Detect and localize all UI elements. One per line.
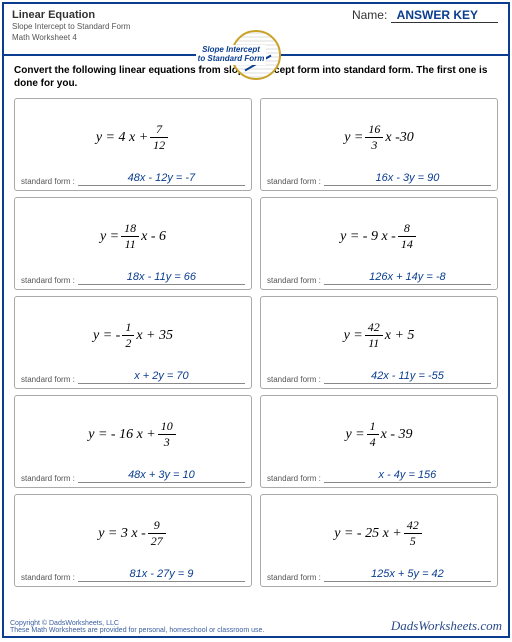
answer-line: standard form :42x - 11y = -55 <box>267 370 491 384</box>
problem-cell: y = 163 x -30standard form :16x - 3y = 9… <box>260 98 498 191</box>
answer-value: 48x - 12y = -7 <box>78 172 245 186</box>
answer-value: 48x + 3y = 10 <box>78 469 245 483</box>
equation: y = 163 x -30 <box>267 103 491 172</box>
equation: y = - 9 x - 814 <box>267 202 491 271</box>
name-label: Name: <box>352 8 387 22</box>
worksheet-page: Linear Equation Slope Intercept to Stand… <box>2 2 510 638</box>
answer-line: standard form :x + 2y = 70 <box>21 370 245 384</box>
answer-value: x - 4y = 156 <box>324 469 491 483</box>
equation: y = - 12 x + 35 <box>21 301 245 370</box>
answer-value: 16x - 3y = 90 <box>324 172 491 186</box>
equation: y = 4 x + 712 <box>21 103 245 172</box>
answer-label: standard form : <box>267 474 321 483</box>
answer-label: standard form : <box>21 375 75 384</box>
header: Linear Equation Slope Intercept to Stand… <box>4 4 508 52</box>
equation: y = - 25 x + 425 <box>267 499 491 568</box>
answer-value: 125x + 5y = 42 <box>324 568 491 582</box>
copyright: Copyright © DadsWorksheets, LLC <box>10 620 264 627</box>
badge-text: Slope Intercept to Standard Form <box>196 45 266 65</box>
answer-value: 126x + 14y = -8 <box>324 271 491 285</box>
answer-label: standard form : <box>21 474 75 483</box>
problem-grid: y = 4 x + 712standard form :48x - 12y = … <box>4 94 508 591</box>
equation: y = 14 x - 39 <box>267 400 491 469</box>
answer-line: standard form :18x - 11y = 66 <box>21 271 245 285</box>
answer-value: 81x - 27y = 9 <box>78 568 245 582</box>
problem-cell: y = 4211 x + 5standard form :42x - 11y =… <box>260 296 498 389</box>
problem-cell: y = - 12 x + 35standard form :x + 2y = 7… <box>14 296 252 389</box>
answer-line: standard form :48x + 3y = 10 <box>21 469 245 483</box>
footer-note: These Math Worksheets are provided for p… <box>10 627 264 634</box>
equation: y = 4211 x + 5 <box>267 301 491 370</box>
answer-line: standard form :125x + 5y = 42 <box>267 568 491 582</box>
answer-label: standard form : <box>267 573 321 582</box>
answer-line: standard form :48x - 12y = -7 <box>21 172 245 186</box>
problem-cell: y = 14 x - 39standard form :x - 4y = 156 <box>260 395 498 488</box>
name-field: Name: ANSWER KEY <box>352 8 498 22</box>
answer-label: standard form : <box>267 276 321 285</box>
problem-cell: y = 1811 x - 6standard form :18x - 11y =… <box>14 197 252 290</box>
name-value: ANSWER KEY <box>391 8 498 23</box>
answer-line: standard form :126x + 14y = -8 <box>267 271 491 285</box>
topic-badge: Slope Intercept to Standard Form <box>231 30 281 85</box>
answer-label: standard form : <box>21 177 75 186</box>
answer-value: 42x - 11y = -55 <box>324 370 491 384</box>
problem-cell: y = 4 x + 712standard form :48x - 12y = … <box>14 98 252 191</box>
answer-label: standard form : <box>21 573 75 582</box>
answer-label: standard form : <box>21 276 75 285</box>
equation: y = 1811 x - 6 <box>21 202 245 271</box>
equation: y = - 16 x + 103 <box>21 400 245 469</box>
answer-line: standard form :81x - 27y = 9 <box>21 568 245 582</box>
footer-left: Copyright © DadsWorksheets, LLC These Ma… <box>10 620 264 634</box>
answer-value: 18x - 11y = 66 <box>78 271 245 285</box>
equation: y = 3 x - 927 <box>21 499 245 568</box>
answer-line: standard form :16x - 3y = 90 <box>267 172 491 186</box>
footer-brand: DadsWorksheets.com <box>391 618 502 634</box>
answer-line: standard form :x - 4y = 156 <box>267 469 491 483</box>
problem-cell: y = - 25 x + 425standard form :125x + 5y… <box>260 494 498 587</box>
answer-label: standard form : <box>267 177 321 186</box>
problem-cell: y = 3 x - 927standard form :81x - 27y = … <box>14 494 252 587</box>
footer: Copyright © DadsWorksheets, LLC These Ma… <box>10 618 502 634</box>
problem-cell: y = - 9 x - 814standard form :126x + 14y… <box>260 197 498 290</box>
answer-label: standard form : <box>267 375 321 384</box>
answer-value: x + 2y = 70 <box>78 370 245 384</box>
problem-cell: y = - 16 x + 103standard form :48x + 3y … <box>14 395 252 488</box>
